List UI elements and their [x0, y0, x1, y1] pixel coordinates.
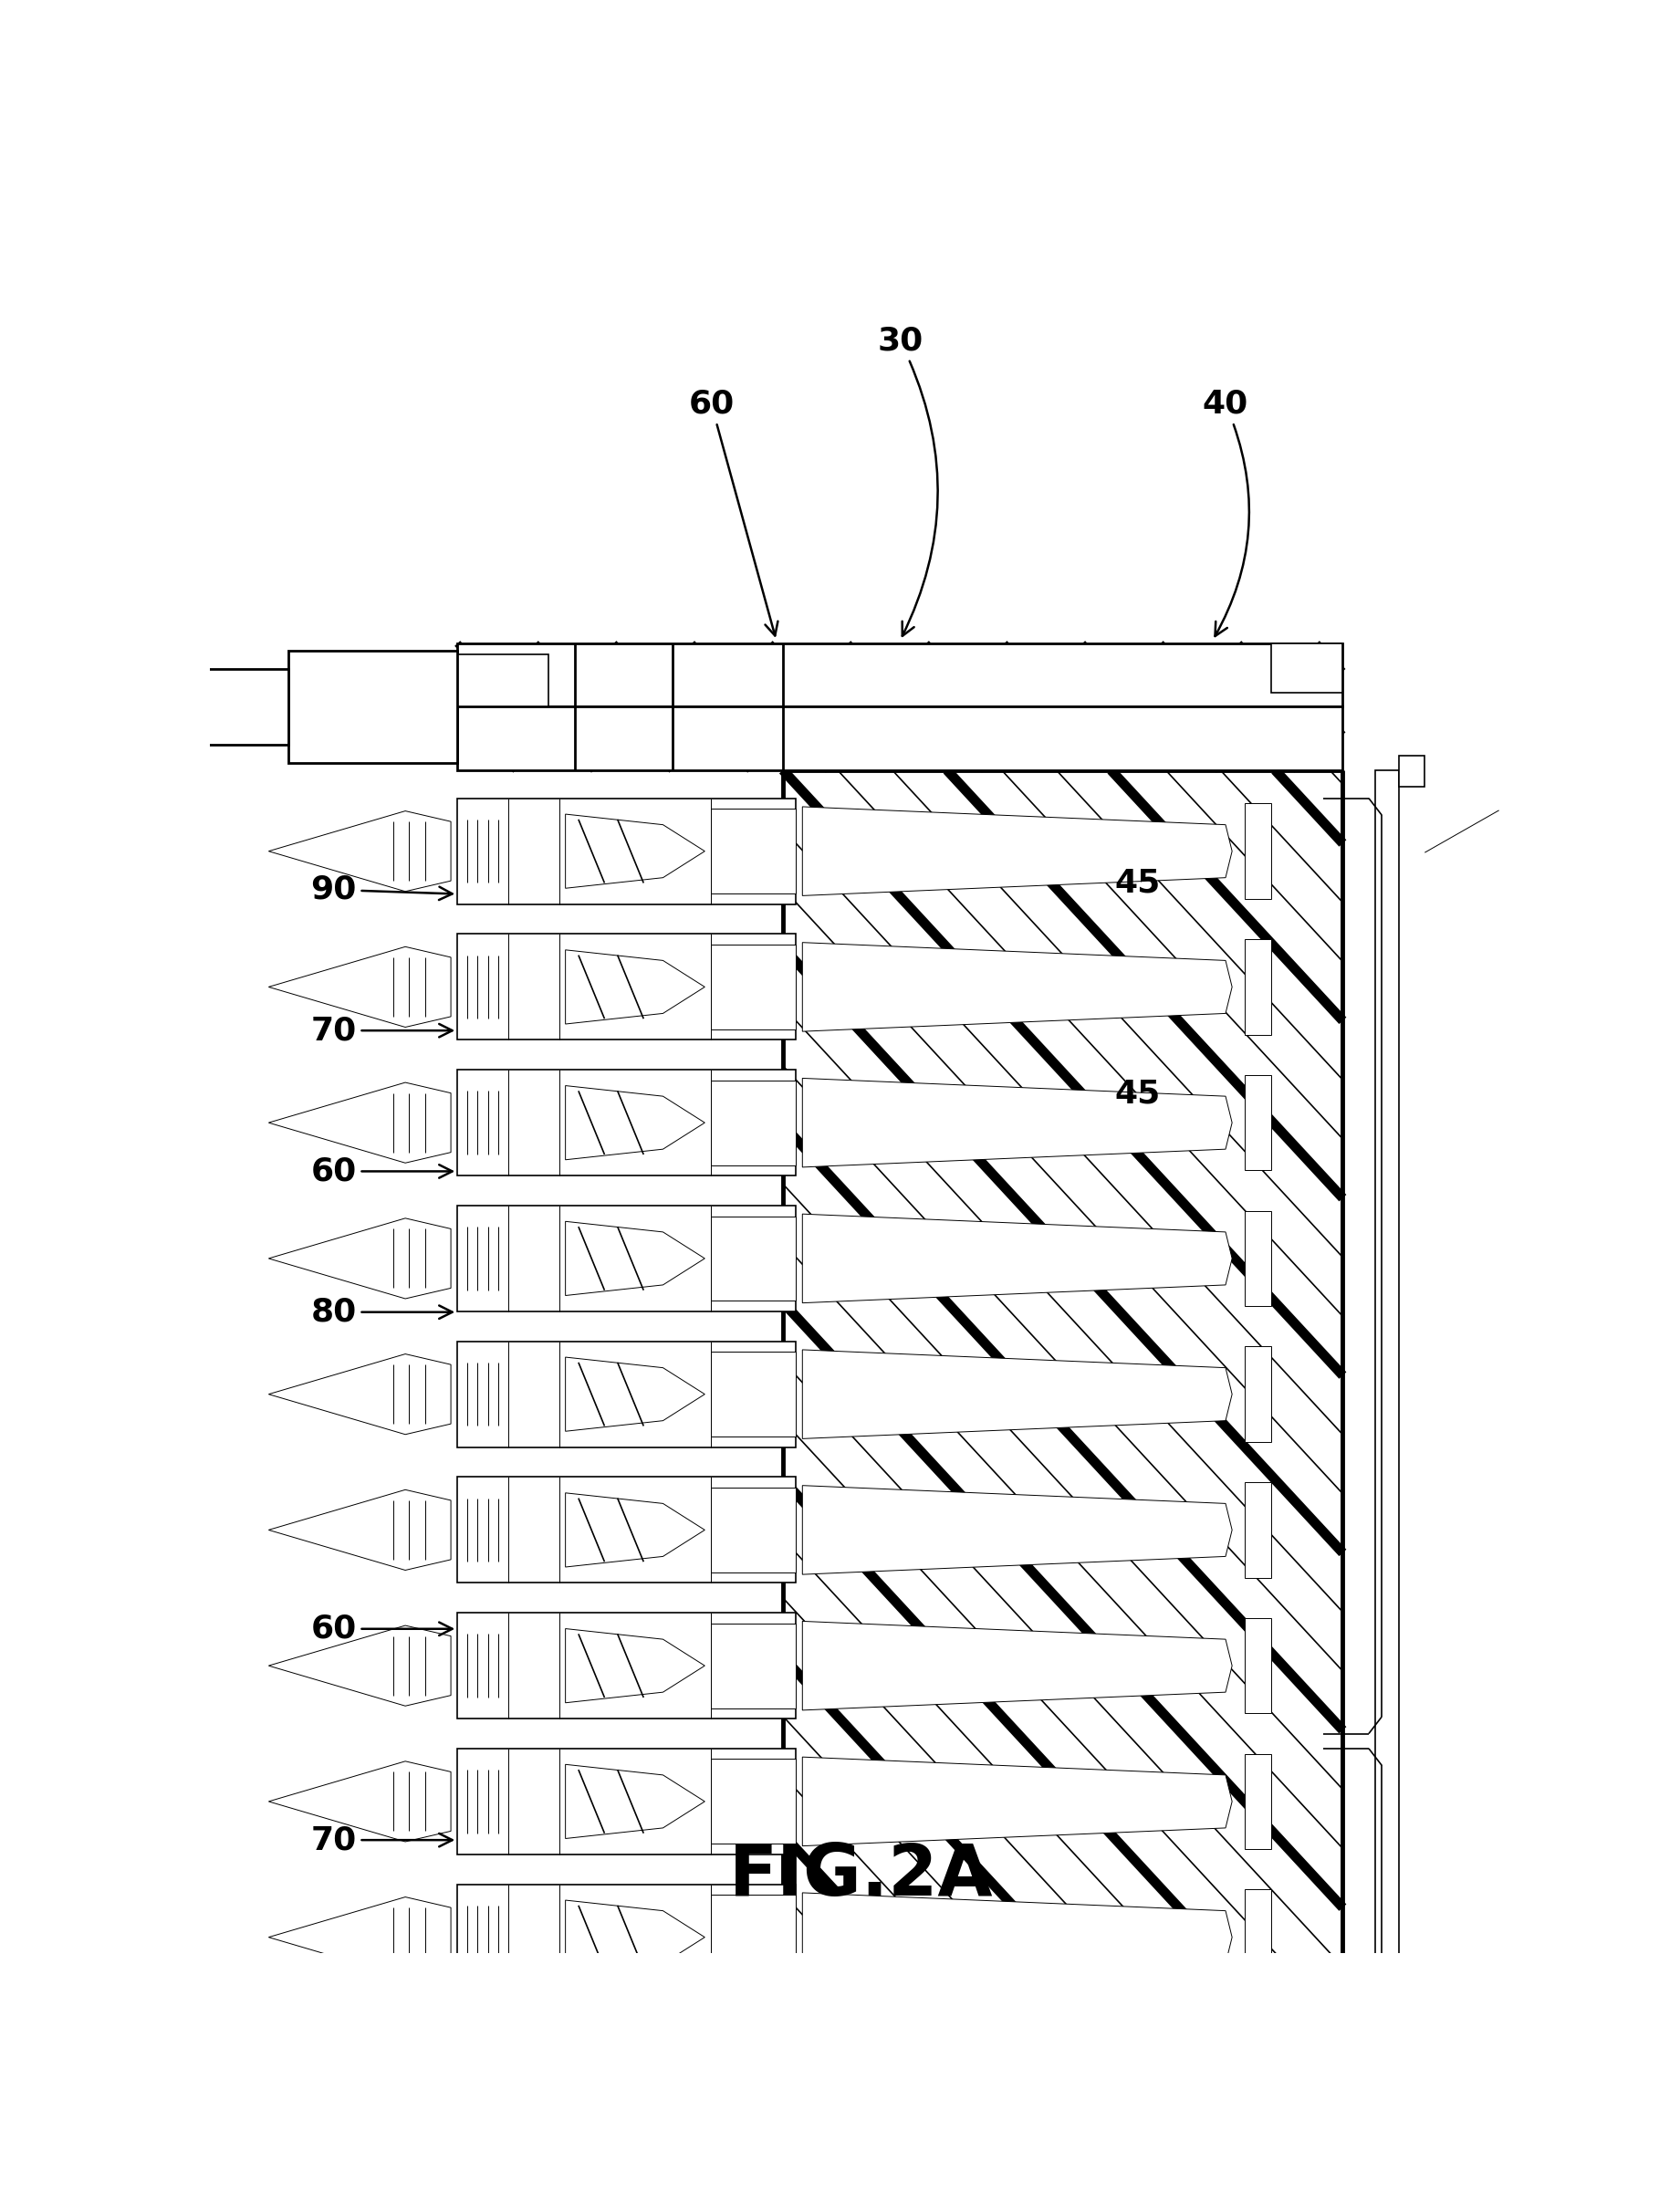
Polygon shape: [566, 1358, 706, 1430]
Bar: [1399, 757, 1425, 788]
Text: 80: 80: [311, 1297, 452, 1327]
Bar: [1245, 2161, 1272, 2194]
Bar: [711, 1352, 796, 1437]
Polygon shape: [803, 1621, 1231, 1709]
Polygon shape: [566, 2172, 706, 2194]
Bar: [711, 1488, 796, 1573]
Bar: [457, 1205, 796, 1312]
Polygon shape: [803, 2163, 1231, 2194]
Text: 70: 70: [311, 1016, 452, 1047]
Bar: [457, 1341, 796, 1448]
Bar: [1245, 1889, 1272, 1986]
Bar: [457, 1071, 796, 1176]
Polygon shape: [566, 1492, 706, 1567]
Polygon shape: [269, 2168, 450, 2194]
Bar: [457, 2021, 796, 2126]
Bar: [711, 946, 796, 1029]
Bar: [1245, 803, 1272, 900]
Bar: [711, 1760, 796, 1843]
Polygon shape: [803, 1213, 1231, 1303]
Polygon shape: [803, 807, 1231, 895]
Text: 45: 45: [1116, 1079, 1161, 1110]
Text: 60: 60: [311, 1156, 452, 1187]
Text: 30: 30: [877, 325, 937, 636]
Polygon shape: [566, 1222, 706, 1294]
Bar: [457, 643, 1342, 706]
Polygon shape: [269, 1490, 450, 1571]
Bar: [203, 669, 289, 744]
Bar: [457, 2157, 796, 2194]
Polygon shape: [269, 812, 450, 891]
Polygon shape: [269, 1218, 450, 1299]
Bar: [457, 706, 1342, 770]
Bar: [783, 770, 1342, 2194]
Bar: [711, 1079, 796, 1165]
Bar: [1245, 2025, 1272, 2122]
Bar: [711, 2032, 796, 2115]
Bar: [457, 654, 548, 706]
Polygon shape: [269, 1626, 450, 1707]
Bar: [711, 1896, 796, 1979]
Bar: [1245, 939, 1272, 1036]
Bar: [1245, 1211, 1272, 1305]
Polygon shape: [566, 950, 706, 1025]
Bar: [1376, 770, 1399, 2194]
Bar: [1245, 1483, 1272, 1577]
Bar: [457, 1477, 796, 1582]
Polygon shape: [269, 1082, 450, 1163]
Bar: [1245, 1617, 1272, 1714]
Bar: [711, 2165, 796, 2194]
Polygon shape: [566, 2036, 706, 2111]
Polygon shape: [269, 1898, 450, 1977]
Polygon shape: [566, 1900, 706, 1975]
Bar: [457, 1885, 796, 1990]
Bar: [1245, 1075, 1272, 1169]
Bar: [1272, 643, 1342, 693]
Polygon shape: [803, 1893, 1231, 1981]
Bar: [457, 799, 796, 904]
Polygon shape: [566, 1086, 706, 1161]
Polygon shape: [803, 943, 1231, 1031]
Text: 45: 45: [1116, 867, 1161, 897]
Polygon shape: [566, 1764, 706, 1839]
Text: 60: 60: [311, 1613, 452, 1643]
Bar: [711, 810, 796, 893]
Bar: [457, 935, 796, 1040]
Bar: [457, 1749, 796, 1854]
Bar: [289, 649, 457, 764]
Polygon shape: [803, 1077, 1231, 1167]
Bar: [711, 1215, 796, 1301]
Bar: [457, 1613, 796, 1718]
Polygon shape: [269, 946, 450, 1027]
Text: 90: 90: [311, 873, 452, 906]
Polygon shape: [566, 1628, 706, 1703]
Polygon shape: [269, 2032, 450, 2113]
Polygon shape: [269, 1762, 450, 1841]
Text: 70: 70: [311, 1825, 452, 1856]
Bar: [457, 706, 1342, 770]
Text: 60: 60: [689, 388, 778, 636]
Polygon shape: [269, 1354, 450, 1435]
Polygon shape: [803, 1485, 1231, 1575]
Polygon shape: [803, 2029, 1231, 2117]
Polygon shape: [803, 1349, 1231, 1439]
Text: FIG.2A: FIG.2A: [729, 1841, 993, 1911]
Bar: [1245, 1753, 1272, 1850]
Text: 40: 40: [1203, 388, 1250, 636]
Bar: [711, 1624, 796, 1709]
Bar: [457, 643, 1342, 706]
Polygon shape: [566, 814, 706, 889]
Polygon shape: [803, 1757, 1231, 1845]
Bar: [1245, 1347, 1272, 1441]
